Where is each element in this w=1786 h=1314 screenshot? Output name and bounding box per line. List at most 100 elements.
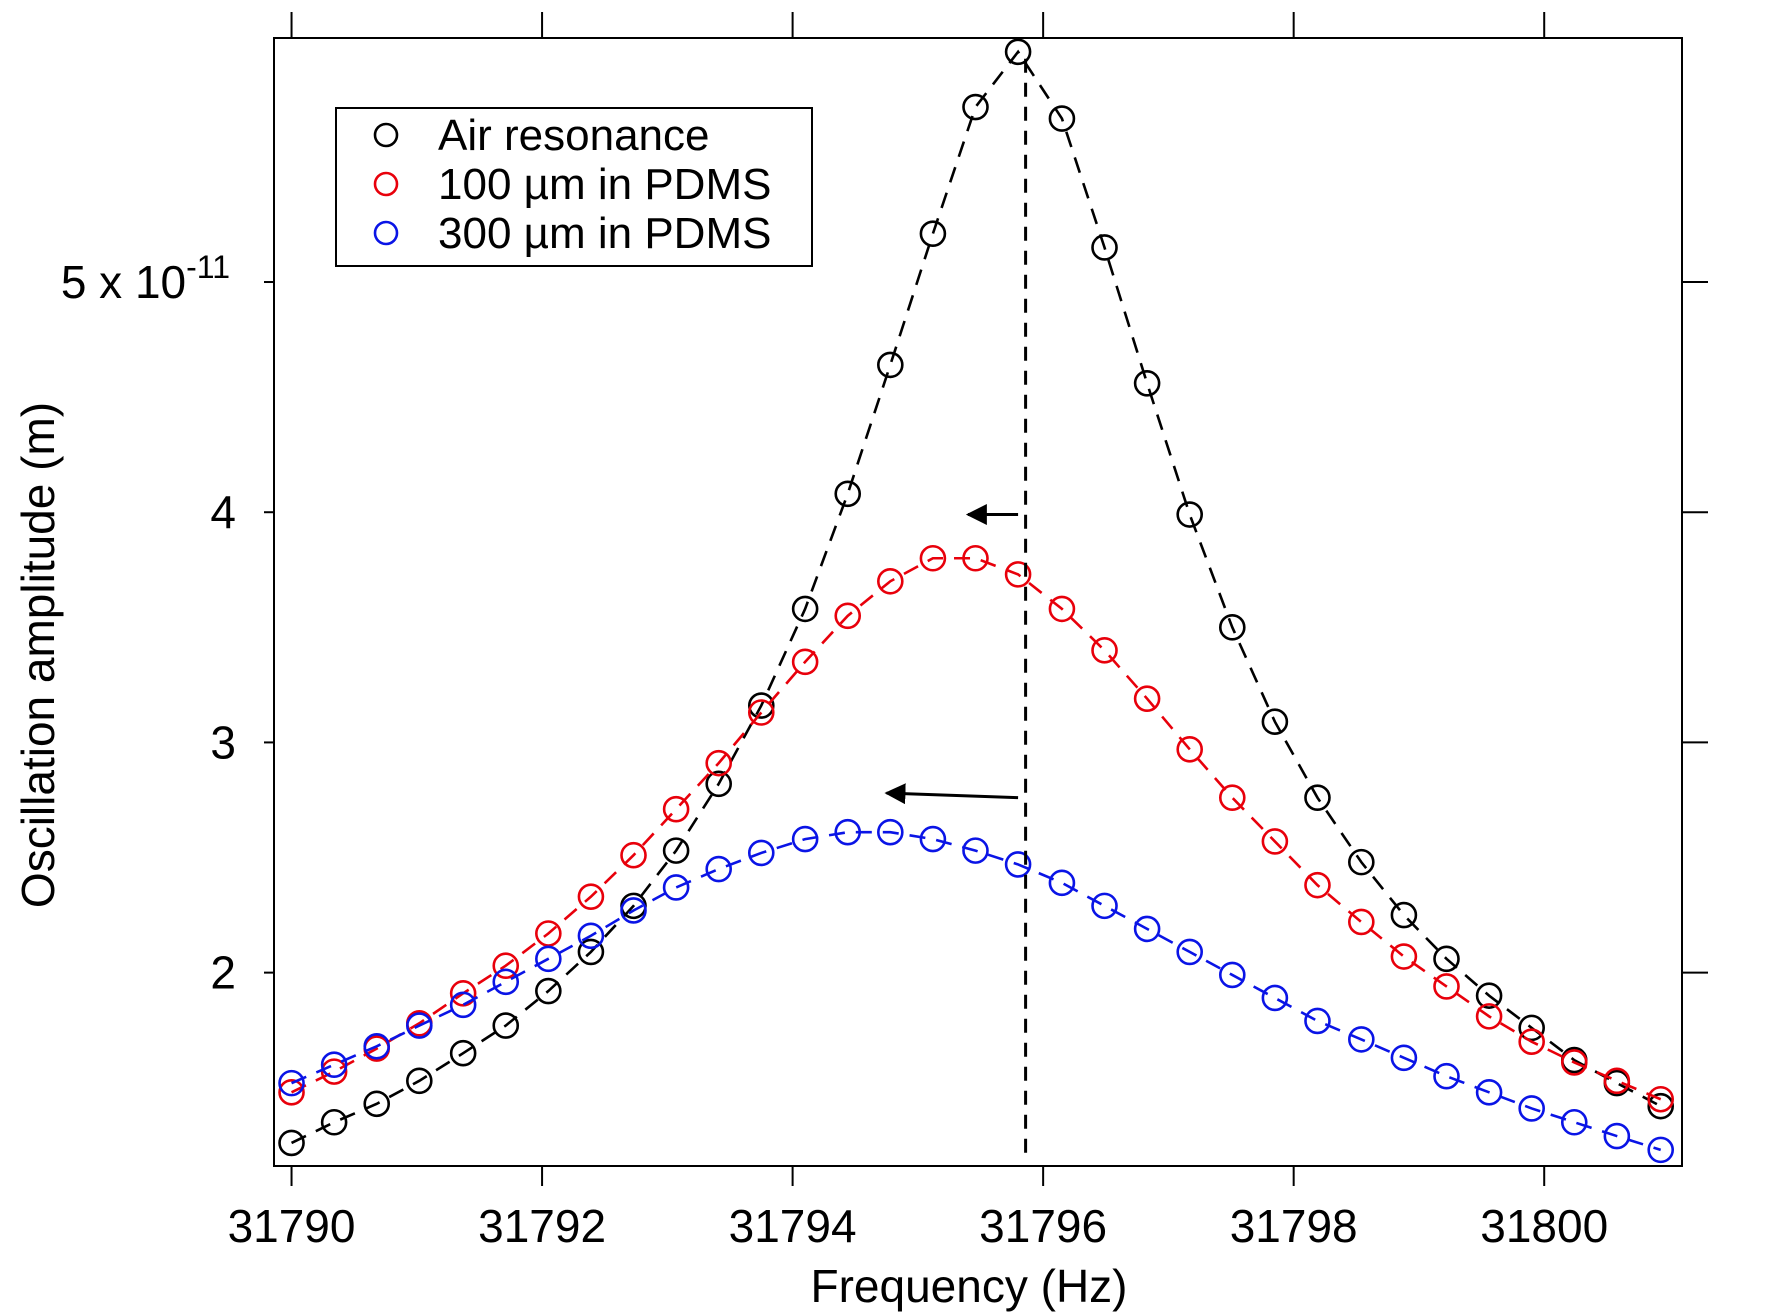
data-point (662, 837, 690, 864)
y-tick-label-main: 4 (210, 486, 236, 538)
y-tick-label-main: 5 x 10 (61, 256, 186, 308)
data-point (363, 1090, 391, 1118)
data-point (535, 945, 562, 973)
data-point (1218, 961, 1246, 989)
series-fit-line (290, 49, 1662, 1145)
data-point (406, 1012, 433, 1039)
data-point (363, 1032, 391, 1060)
data-point (278, 1079, 305, 1106)
data-point (705, 770, 732, 798)
x-tick-label: 31790 (228, 1200, 356, 1252)
data-point (1603, 1067, 1631, 1095)
data-point (278, 1069, 305, 1097)
data-point (1176, 501, 1204, 528)
series-1 (278, 544, 1675, 1113)
data-point (1261, 708, 1289, 736)
data-point (449, 1039, 477, 1067)
data-point (320, 1058, 348, 1085)
series-2 (278, 818, 1675, 1164)
x-tick-label: 31792 (478, 1200, 606, 1252)
y-tick-label-main: 2 (210, 947, 236, 999)
data-point (1518, 1028, 1545, 1055)
legend-box (335, 107, 813, 267)
data-point (1218, 784, 1246, 811)
data-point (1218, 614, 1246, 641)
data-point (492, 952, 520, 980)
data-point (1390, 1044, 1418, 1072)
legend-label: Air resonance (438, 111, 709, 160)
series-layer (278, 38, 1675, 1164)
data-point (1048, 869, 1076, 897)
plot-area (273, 37, 1683, 1167)
y-tick-label-exponent: -11 (186, 249, 230, 285)
data-point (1133, 370, 1161, 397)
data-point (747, 839, 775, 867)
data-point (791, 648, 819, 676)
data-point (1433, 973, 1460, 1000)
data-point (577, 883, 605, 910)
data-point (320, 1108, 348, 1136)
data-point (877, 567, 904, 595)
data-point (577, 938, 605, 966)
shift-arrow (884, 783, 1019, 805)
plot-frame (273, 37, 1683, 1167)
y-tick-label: 4 (210, 486, 236, 538)
data-point (320, 1051, 348, 1079)
data-point (492, 1012, 520, 1039)
x-axis-title: Frequency (Hz) (811, 1260, 1128, 1312)
data-point (1048, 595, 1076, 623)
data-point (1004, 561, 1032, 588)
legend-marker (373, 122, 399, 148)
data-point (1004, 851, 1032, 878)
data-point (919, 220, 947, 247)
data-point (449, 980, 477, 1007)
data-point (834, 602, 862, 630)
data-point (877, 818, 904, 846)
data-point (1475, 1003, 1503, 1030)
data-point (1261, 828, 1289, 855)
x-tick-label: 31794 (729, 1200, 857, 1252)
data-point (1091, 637, 1118, 664)
data-point (1261, 984, 1289, 1012)
data-point (1647, 1085, 1675, 1113)
data-point (406, 1067, 433, 1095)
data-point (834, 480, 862, 508)
data-point (449, 991, 477, 1019)
data-point (535, 977, 562, 1005)
data-point (1348, 908, 1375, 936)
data-point (705, 855, 732, 883)
data-point (662, 874, 690, 901)
data-point (1647, 1092, 1675, 1120)
data-point (791, 595, 819, 623)
data-point (747, 699, 775, 726)
x-tick-label: 31798 (1230, 1200, 1358, 1252)
data-point (1518, 1014, 1545, 1042)
data-point (1048, 105, 1076, 132)
legend-label: 100 µm in PDMS (438, 160, 771, 209)
data-point (962, 93, 989, 121)
data-point (705, 749, 732, 777)
data-point (1133, 915, 1161, 943)
data-point (1348, 1026, 1375, 1053)
data-point (1433, 1062, 1460, 1090)
data-point (877, 351, 904, 379)
data-point (1518, 1095, 1545, 1122)
y-tick-label: 2 (210, 947, 236, 999)
data-point (1304, 871, 1331, 899)
data-point (535, 920, 562, 947)
data-point (747, 692, 775, 719)
data-point (620, 841, 647, 869)
data-point (1133, 685, 1161, 712)
series-fit-line (291, 830, 1662, 1152)
data-point (962, 544, 989, 572)
data-point (1304, 784, 1331, 811)
y-axis-title: Oscillation amplitude (m) (12, 402, 64, 908)
data-point (662, 795, 690, 823)
data-point (1603, 1122, 1631, 1150)
data-point (1176, 736, 1204, 763)
data-point (492, 968, 520, 996)
y-tick-label: 3 (210, 716, 236, 768)
